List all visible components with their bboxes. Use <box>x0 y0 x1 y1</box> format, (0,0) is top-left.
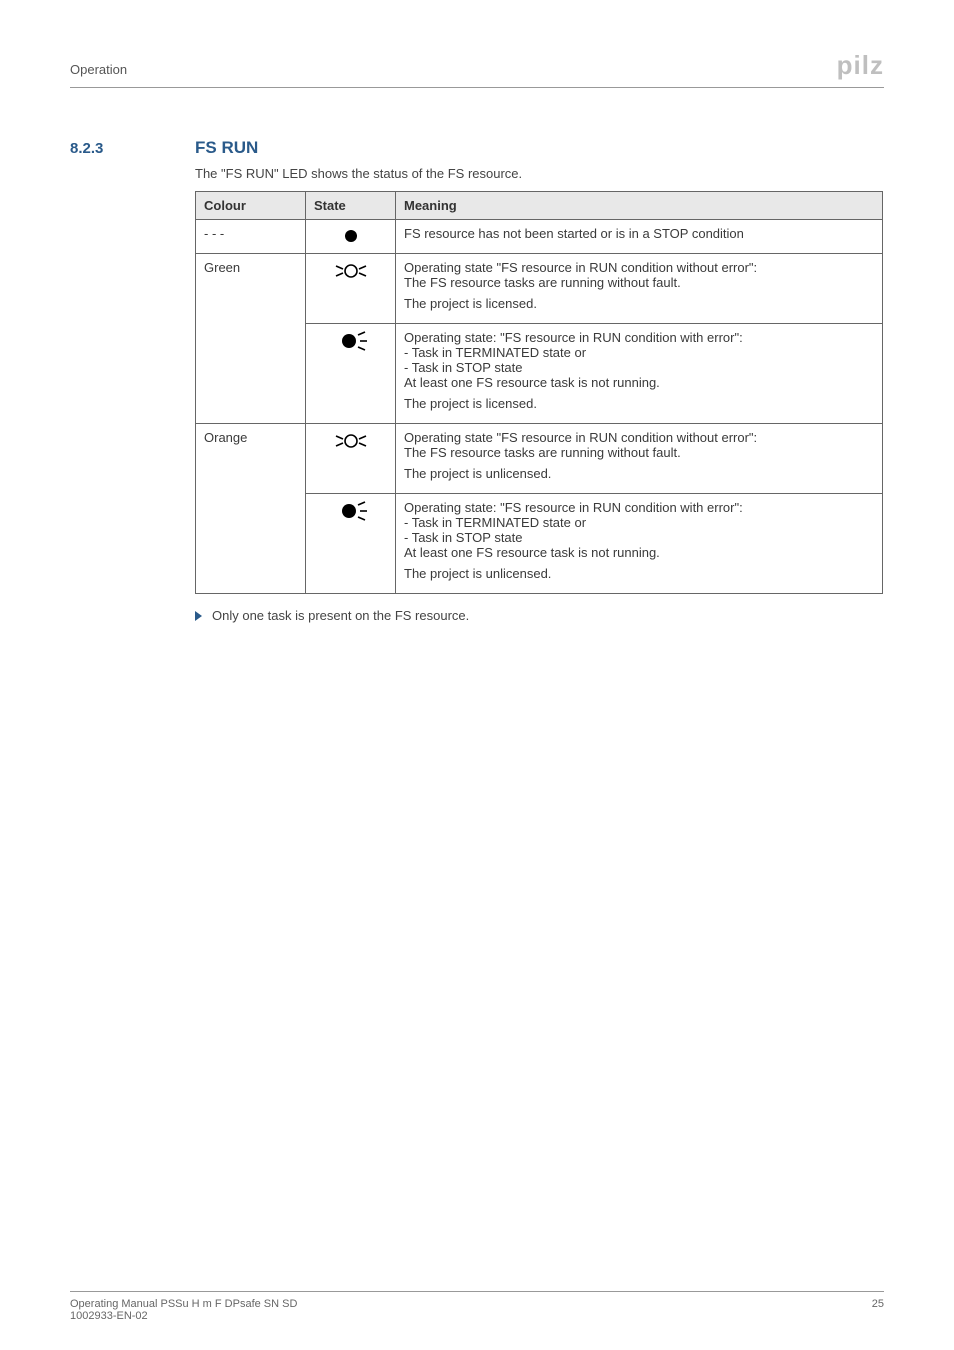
cell-state <box>306 424 396 494</box>
cell-meaning: Operating state: "FS resource in RUN con… <box>396 494 883 594</box>
cell-meaning: Operating state: "FS resource in RUN con… <box>396 324 883 424</box>
cell-colour: Orange <box>196 424 306 594</box>
cell-state <box>306 324 396 424</box>
led-flash-solid-icon <box>334 330 368 352</box>
cell-state <box>306 220 396 254</box>
cell-meaning: FS resource has not been started or is i… <box>396 220 883 254</box>
section-title: FS RUN <box>195 138 258 158</box>
page-header: Operation pilz <box>70 50 884 88</box>
header-section-label: Operation <box>70 62 127 77</box>
footer-left: Operating Manual PSSu H m F DPsafe SN SD… <box>70 1298 297 1322</box>
table-row: OrangeOperating state "FS resource in RU… <box>196 424 883 494</box>
cell-state <box>306 254 396 324</box>
cell-colour: - - - <box>196 220 306 254</box>
th-meaning: Meaning <box>396 192 883 220</box>
cell-colour: Green <box>196 254 306 424</box>
fs-run-table: Colour State Meaning - - - FS resource ha… <box>195 191 883 594</box>
cell-meaning: Operating state "FS resource in RUN cond… <box>396 424 883 494</box>
note-bullet: Only one task is present on the FS resou… <box>195 608 884 623</box>
led-flash-outline-icon <box>334 430 368 452</box>
page-footer: Operating Manual PSSu H m F DPsafe SN SD… <box>70 1291 884 1322</box>
footer-page-number: 25 <box>872 1298 884 1322</box>
footer-doc-id: 1002933-EN-02 <box>70 1310 297 1322</box>
triangle-bullet-icon <box>195 611 202 621</box>
section-heading: 8.2.3 FS RUN <box>70 138 884 158</box>
footer-manual-title: Operating Manual PSSu H m F DPsafe SN SD <box>70 1298 297 1310</box>
note-text: Only one task is present on the FS resou… <box>212 608 469 623</box>
led-solid-dot-icon <box>341 226 361 246</box>
section-number: 8.2.3 <box>70 140 195 157</box>
cell-state <box>306 494 396 594</box>
table-row: - - - FS resource has not been started or… <box>196 220 883 254</box>
th-state: State <box>306 192 396 220</box>
intro-text: The "FS RUN" LED shows the status of the… <box>195 166 884 181</box>
led-flash-solid-icon <box>334 500 368 522</box>
cell-meaning: Operating state "FS resource in RUN cond… <box>396 254 883 324</box>
brand-logo: pilz <box>837 50 884 81</box>
led-flash-outline-icon <box>334 260 368 282</box>
th-colour: Colour <box>196 192 306 220</box>
table-row: GreenOperating state "FS resource in RUN… <box>196 254 883 324</box>
